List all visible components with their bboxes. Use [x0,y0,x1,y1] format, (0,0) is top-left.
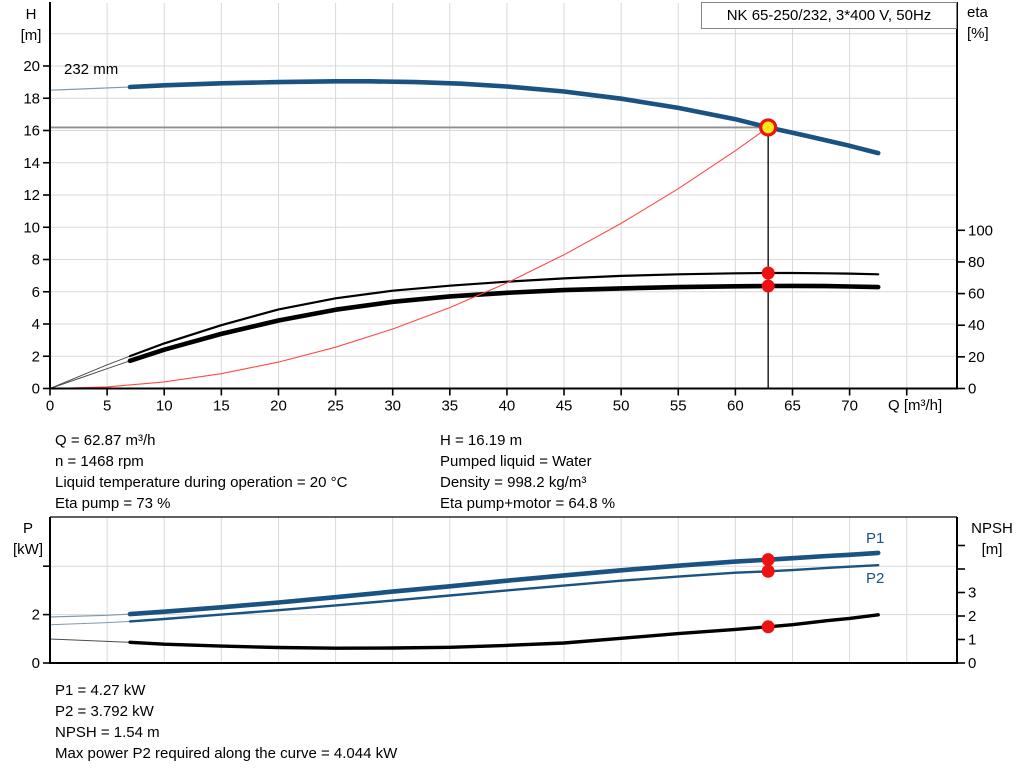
curve-head-thin [49,86,131,91]
h-tick-label: 20 [23,58,40,75]
curve-P1-thin [49,613,131,618]
npsh-axis-symbol: NPSH [971,520,1013,537]
curve-NPSH [128,613,880,650]
eta-pump-duty-dot [761,266,775,280]
q-tick-label: 55 [670,398,687,415]
info-npsh: NPSH = 1.54 m [55,724,160,741]
q-tick-label: 70 [841,398,858,415]
curve-eta_pump [128,271,880,358]
h-tick-label: 18 [23,90,40,107]
info-pumped-liquid: Pumped liquid = Water [440,453,592,470]
h-tick-label: 12 [23,187,40,204]
h-tick-label: 8 [32,252,40,269]
q-tick-label: 50 [613,398,630,415]
eta-axis-symbol: eta [967,4,988,21]
h-tick-label: 16 [23,123,40,140]
npsh-tick-label: 2 [968,608,976,625]
pump-title-box: NK 65-250/232, 3*400 V, 50Hz [701,2,957,29]
info-liquid-temp: Liquid temperature during operation = 20… [55,474,348,491]
q-tick-label: 65 [784,398,801,415]
curve-P2 [128,564,880,623]
info-p2: P2 = 3.792 kW [55,703,154,720]
h-axis-unit: H [m] [10,4,52,46]
q-tick-label: 0 [46,398,54,415]
eta-pump-motor-duty-dot [761,279,775,293]
curve-P1 [127,550,881,617]
curve-head [127,79,881,156]
q-tick-label: 20 [270,398,287,415]
npsh-tick-label: 3 [968,585,976,602]
p-axis-unit-text: [kW] [13,541,43,558]
duty-point-marker [759,118,778,137]
impeller-diameter-label: 232 mm [64,61,119,78]
eta-axis-unit: eta [%] [967,2,989,44]
eta-tick-label: 40 [968,317,985,334]
p1-curve-label: P1 [866,530,885,547]
info-speed: n = 1468 rpm [55,453,144,470]
q-tick-label: 30 [384,398,401,415]
npsh-tick-label: 1 [968,632,976,649]
curve-NPSH-thin [49,638,131,643]
p-tick-label: 2 [32,607,40,624]
h-tick-label: 10 [23,219,40,236]
q-tick-label: 45 [556,398,573,415]
info-eta-pump-motor: Eta pump+motor = 64.8 % [440,495,616,512]
q-tick-label: 25 [327,398,344,415]
p2-curve-label: P2 [866,570,885,587]
h-axis-unit-text: [m] [20,27,42,44]
info-max-p2: Max power P2 required along the curve = … [55,745,398,762]
h-axis-symbol: H [25,6,37,23]
npsh-axis-unit-text: [m] [981,541,1003,558]
eta-tick-label: 20 [968,349,985,366]
q-axis-label: Q [m³/h] [888,397,943,414]
h-tick-label: 6 [32,284,40,301]
eta-tick-label: 60 [968,286,985,303]
info-eta-pump: Eta pump = 73 % [55,495,171,512]
h-tick-label: 2 [32,348,40,365]
q-tick-label: 35 [441,398,458,415]
duty-info-right: H = 16.19 m Pumped liquid = Water Densit… [440,430,615,514]
eta-tick-label: 0 [968,381,976,398]
npsh-duty-dot [761,620,775,634]
power-info: P1 = 4.27 kW P2 = 3.792 kW NPSH = 1.54 m… [55,680,397,764]
npsh-axis-unit: NPSH [m] [962,518,1022,560]
curve-P2-thin [49,620,131,626]
p-tick-label: 0 [32,655,40,672]
eta-tick-label: 100 [968,222,993,239]
q-tick-label: 10 [156,398,173,415]
curve-eta_pump_motor [127,283,881,364]
q-tick-label: 5 [103,398,111,415]
eta-tick-label: 80 [968,254,985,271]
eta-axis-unit-text: [%] [967,25,989,42]
p-axis-unit: P [kW] [6,518,50,560]
curve-system_curve [49,126,769,390]
h-tick-label: 4 [32,316,40,333]
npsh-tick-label: 0 [968,655,976,672]
q-tick-label: 40 [499,398,516,415]
q-tick-label: 60 [727,398,744,415]
info-q: Q = 62.87 m³/h [55,432,156,449]
h-tick-label: 14 [23,155,40,172]
info-p1: P1 = 4.27 kW [55,682,146,699]
info-head: H = 16.19 m [440,432,523,449]
curve-eta_pump-thin [49,355,131,389]
h-tick-label: 0 [32,381,40,398]
q-tick-label: 15 [213,398,230,415]
p1-duty-dot [761,553,775,567]
info-density: Density = 998.2 kg/m³ [440,474,587,491]
curve-eta_pump_motor-thin [49,360,131,389]
p-axis-symbol: P [22,520,33,537]
duty-info-left: Q = 62.87 m³/h n = 1468 rpm Liquid tempe… [55,430,347,514]
p2-duty-dot [761,564,775,578]
